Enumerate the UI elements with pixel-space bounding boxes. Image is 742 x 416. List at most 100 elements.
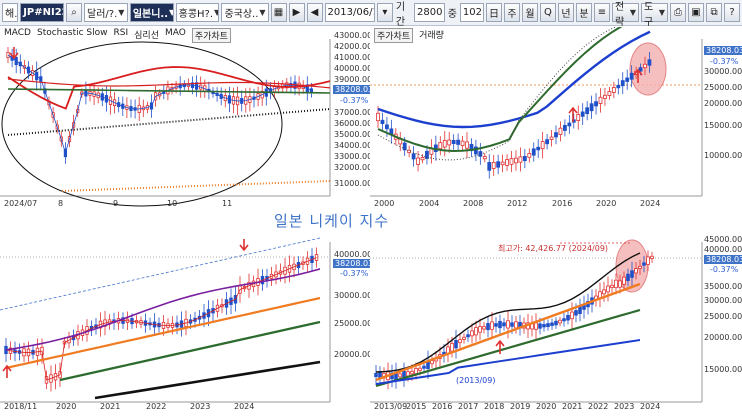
- arrow-down-icon: [239, 239, 249, 252]
- ma-short-line: [7, 66, 331, 110]
- interval-quarter-button[interactable]: Q: [539, 3, 556, 22]
- index-select[interactable]: 일본니..▼: [129, 3, 174, 22]
- highlight-ellipse: [1, 41, 283, 207]
- strategy-button[interactable]: 전략 ▼: [611, 2, 639, 28]
- grid-icon: ▦: [273, 7, 284, 18]
- count-input[interactable]: 102: [459, 3, 484, 22]
- candle-body: [466, 334, 470, 338]
- chevron-down-icon: ▼: [629, 8, 636, 17]
- x-tick: 2024: [640, 402, 661, 411]
- weekly-chart-panel[interactable]: 40000.00 38208.03 -0.37% 30000.00 25000.…: [0, 230, 376, 416]
- tools-button[interactable]: 도구 ▼: [641, 2, 669, 28]
- arrow-up-icon: [495, 339, 505, 354]
- printer-icon: ⎙: [674, 7, 683, 18]
- ma-green-line: [59, 320, 321, 382]
- calendar-button[interactable]: ▾: [376, 3, 393, 22]
- candle-body: [402, 142, 407, 151]
- menu-icon: ≡: [597, 7, 607, 18]
- candle-body: [451, 139, 456, 145]
- save-button[interactable]: ▣: [688, 3, 705, 22]
- x-tick: 2021: [562, 402, 583, 411]
- cn-select[interactable]: 중국상.. ▼: [221, 3, 269, 22]
- interval-minute-button[interactable]: 분: [575, 3, 592, 22]
- tab-price-chart[interactable]: 주가차트: [374, 28, 414, 43]
- interval-day-button[interactable]: 日: [485, 3, 502, 22]
- x-tick: 2022: [146, 402, 167, 411]
- export-button[interactable]: ⧉: [706, 3, 723, 22]
- tab-mao[interactable]: MAO: [164, 28, 186, 38]
- period-input[interactable]: 2800: [414, 3, 445, 22]
- candle-body: [554, 320, 558, 326]
- candle-body: [549, 136, 554, 140]
- candle-body: [630, 270, 634, 278]
- candle-body: [380, 119, 385, 125]
- symbol-input[interactable]: JP#NI225: [20, 3, 64, 22]
- help-icon: ?: [729, 7, 735, 18]
- x-tick: 2024: [640, 199, 661, 208]
- tab-price-chart[interactable]: 주가차트: [191, 28, 231, 43]
- menu-toggle-button[interactable]: ≡: [593, 3, 610, 22]
- x-tick: 2021: [100, 402, 121, 411]
- candle-body: [416, 157, 420, 165]
- interval-week-button[interactable]: 주: [503, 3, 520, 22]
- candle-body: [634, 268, 638, 274]
- candle-body: [465, 141, 469, 149]
- play-button[interactable]: ▶: [288, 3, 305, 22]
- candle-body: [566, 314, 570, 321]
- candle-body: [500, 161, 505, 166]
- y-tick: 33000.00: [334, 152, 373, 161]
- tab-psychology[interactable]: 심리선: [134, 31, 159, 41]
- candle-body: [527, 153, 532, 158]
- candle-body: [538, 323, 542, 329]
- daily-candlestick-chart: [0, 39, 331, 207]
- currency-select[interactable]: 달러/?. ▼: [84, 3, 128, 22]
- interval-month-button[interactable]: 월: [521, 3, 538, 22]
- y-tick: 39000.00: [334, 75, 373, 84]
- y-tick: 20000.00: [334, 350, 373, 359]
- tab-rsi[interactable]: RSI: [113, 28, 129, 38]
- candle-body: [610, 284, 614, 288]
- daily-chart-panel[interactable]: MACD Stochastic Slow RSI 심리선 MAO 주가차트 43…: [0, 27, 376, 210]
- candle-body: [638, 265, 642, 269]
- settings-button[interactable]: ▦: [270, 3, 287, 22]
- print-button[interactable]: ⎙: [670, 3, 687, 22]
- prev-button[interactable]: ◀: [306, 3, 323, 22]
- symbol-search-button[interactable]: ⌕: [66, 3, 82, 22]
- save-icon: ▣: [691, 7, 701, 18]
- candle-body: [558, 319, 562, 324]
- candle-body: [534, 322, 538, 330]
- help-button[interactable]: ?: [724, 3, 741, 22]
- candle-body: [638, 67, 643, 72]
- candle-body: [518, 156, 523, 163]
- candle-body: [545, 139, 550, 145]
- x-tick: 2012: [507, 199, 528, 208]
- interval-year-button[interactable]: 년: [557, 3, 574, 22]
- y-tick: 36000.00: [334, 119, 373, 128]
- candle-body: [438, 142, 443, 150]
- yearly-chart-panel[interactable]: 주가차트 거래량 38208.03 -0.37% 30000.00 25000.…: [370, 27, 742, 210]
- candle-body: [447, 139, 452, 146]
- change-percent: -0.37%: [340, 269, 369, 278]
- tab-stochastic[interactable]: Stochastic Slow: [36, 28, 108, 38]
- hk-select[interactable]: 홍콩H?.▼: [175, 3, 220, 22]
- ma-purple-line: [5, 268, 321, 351]
- tab-volume[interactable]: 거래량: [419, 31, 444, 41]
- window-tab[interactable]: 해.: [2, 3, 19, 22]
- candle-body: [647, 59, 652, 66]
- price-line: [5, 257, 317, 381]
- x-tick: 2000: [374, 199, 395, 208]
- ma-orange-line: [375, 282, 641, 382]
- y-tick: 35000.00: [334, 130, 373, 139]
- candle-body: [570, 311, 574, 320]
- monthly-chart-panel[interactable]: 45000.00 40000.00 38208.03 -0.37% 35000.…: [370, 230, 742, 416]
- candle-body: [410, 370, 414, 375]
- y-tick: 30000.00: [704, 67, 742, 76]
- x-tick: 10: [167, 199, 178, 208]
- change-percent: -0.37%: [710, 57, 739, 66]
- candle-body: [625, 77, 630, 82]
- tab-macd[interactable]: MACD: [4, 28, 31, 38]
- date-input[interactable]: 2013/06/19: [324, 3, 375, 22]
- y-tick: 40000.00: [334, 250, 373, 259]
- candle-body: [490, 321, 494, 330]
- candle-body: [422, 365, 426, 369]
